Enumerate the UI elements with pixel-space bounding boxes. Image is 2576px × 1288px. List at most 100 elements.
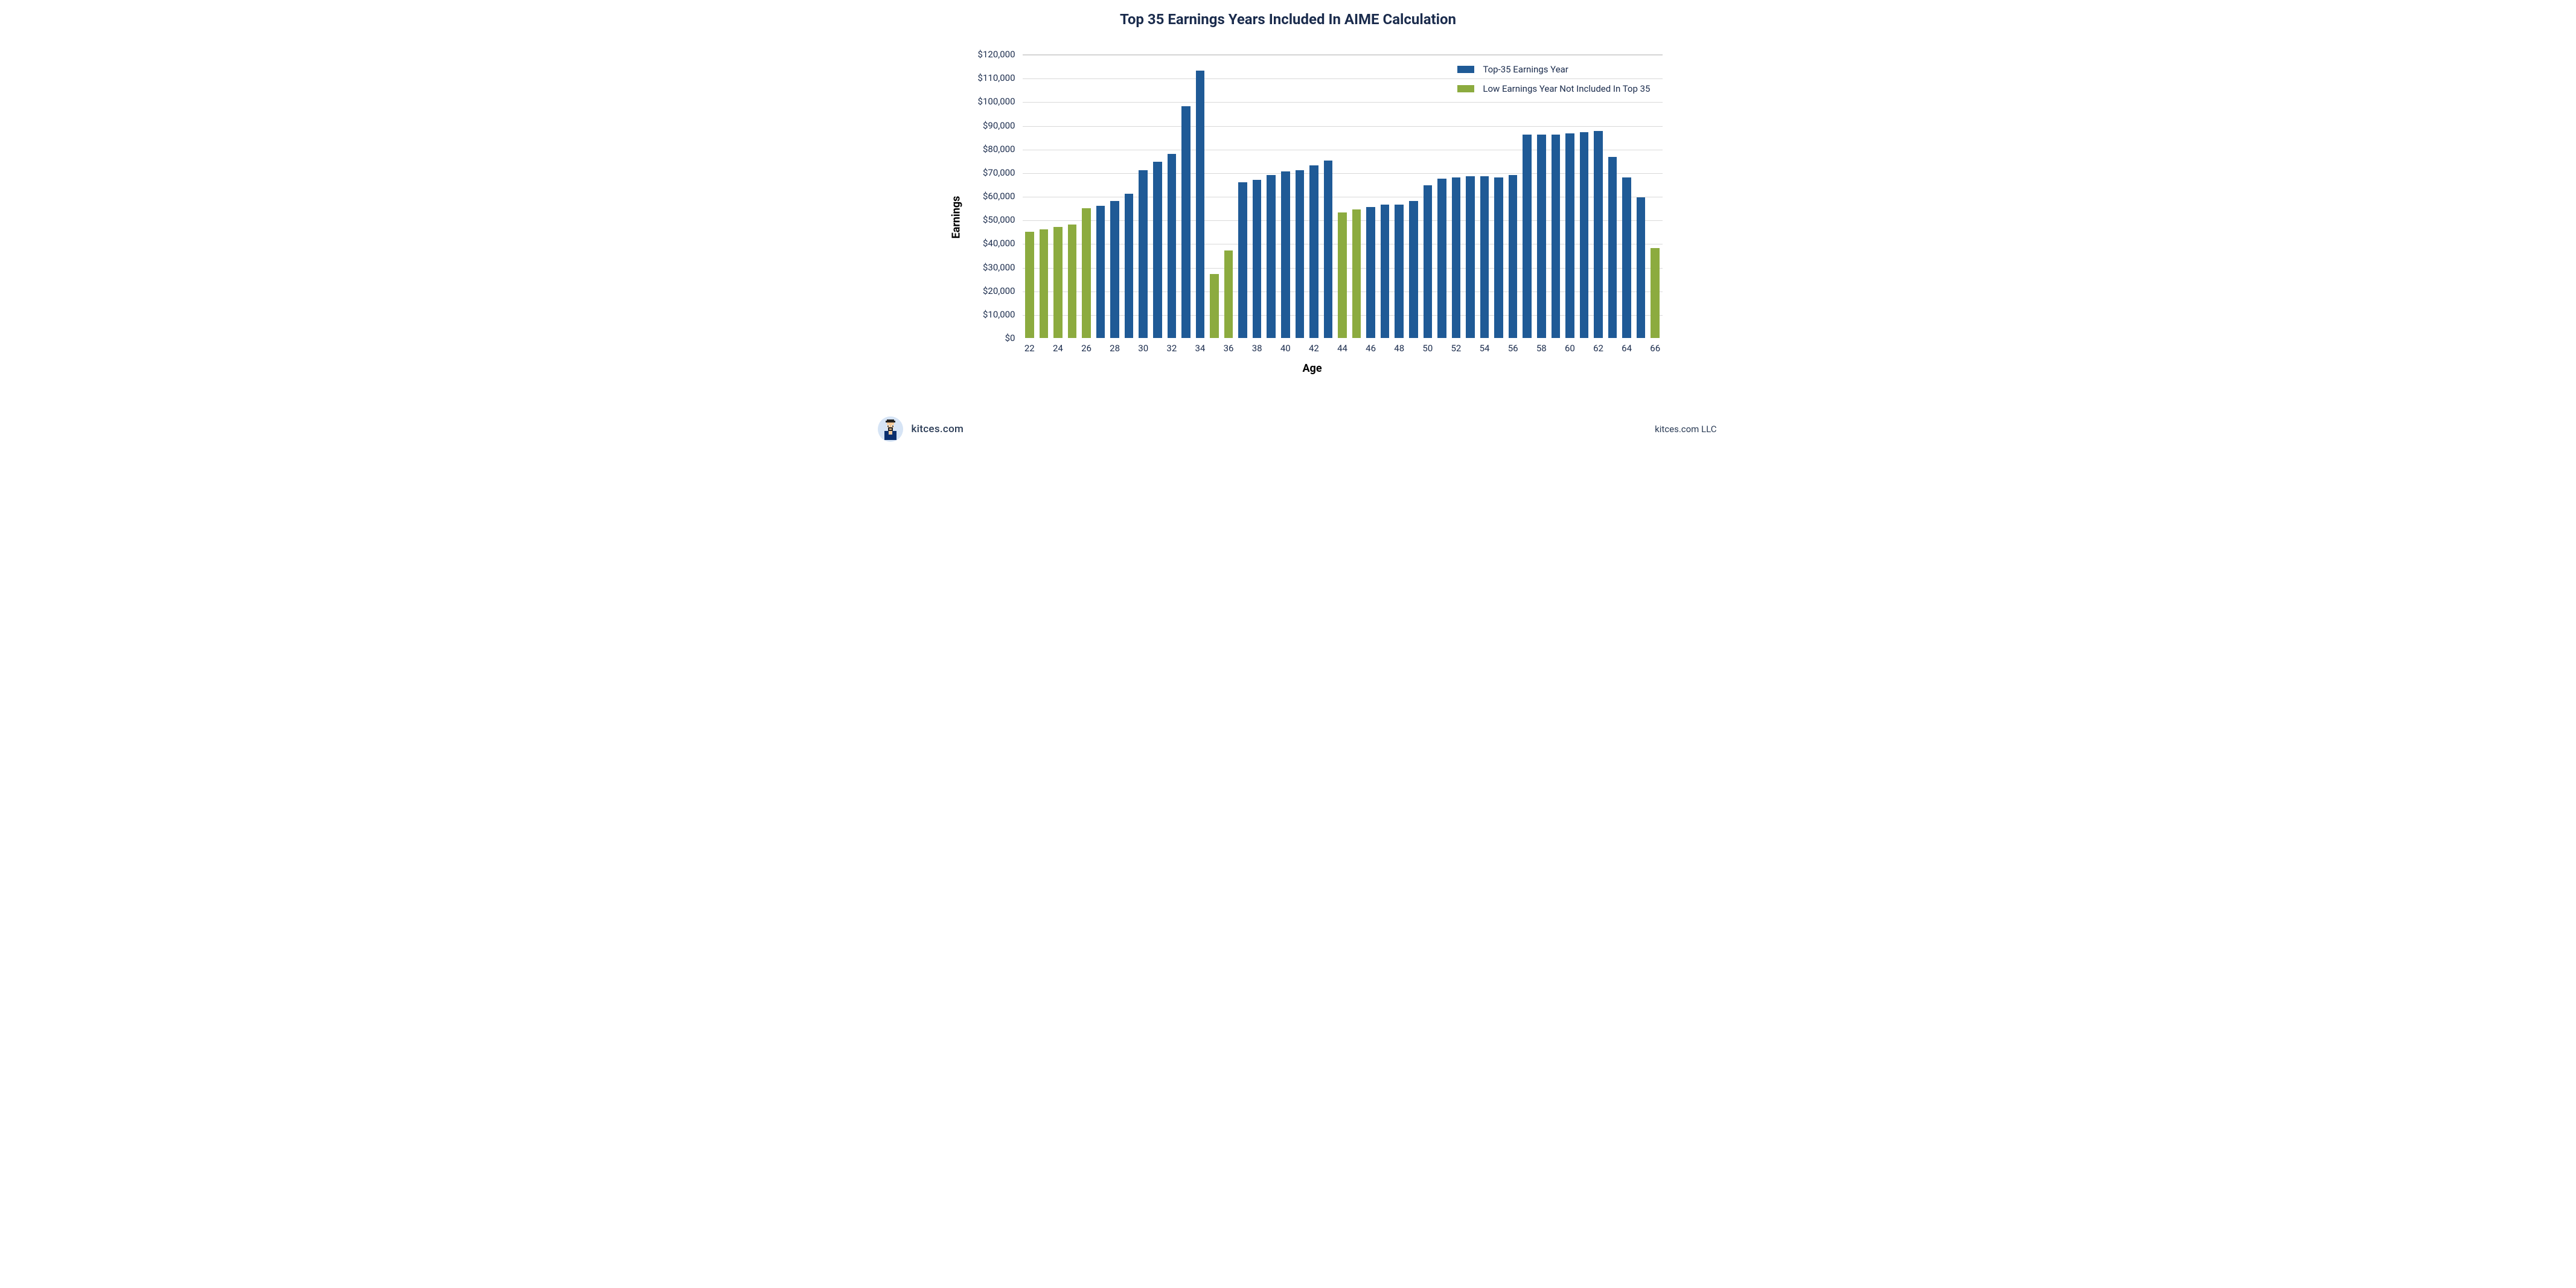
bar-age-32 [1168, 154, 1177, 339]
bar-age-58 [1537, 135, 1546, 338]
bar-age-54 [1480, 176, 1489, 338]
bar-age-59 [1552, 135, 1561, 338]
footer: kitces.com kitces.com LLC [836, 416, 1741, 442]
y-tick-label: $30,000 [983, 262, 1015, 273]
y-tick-label: $100,000 [978, 96, 1015, 107]
bar-age-50 [1424, 185, 1433, 338]
legend-swatch-icon [1457, 85, 1474, 92]
x-tick-label: 48 [1387, 343, 1411, 354]
legend-label: Top-35 Earnings Year [1483, 64, 1568, 75]
y-tick-label: $0 [1005, 333, 1015, 343]
y-tick-label: $110,000 [978, 72, 1015, 83]
bar-age-49 [1409, 201, 1418, 338]
gridline [1023, 102, 1663, 103]
bar-age-35 [1210, 274, 1219, 338]
x-tick-label: 56 [1501, 343, 1525, 354]
x-tick-label: 40 [1273, 343, 1297, 354]
x-tick-label: 32 [1160, 343, 1184, 354]
bar-age-26 [1082, 208, 1091, 338]
bar-age-64 [1622, 177, 1631, 338]
bar-age-37 [1238, 182, 1247, 339]
bar-age-55 [1494, 177, 1503, 338]
y-tick-label: $20,000 [983, 285, 1015, 296]
legend-label: Low Earnings Year Not Included In Top 35 [1483, 83, 1650, 94]
bar-age-34 [1196, 71, 1205, 338]
x-tick-label: 24 [1046, 343, 1070, 354]
x-tick-label: 28 [1103, 343, 1127, 354]
bar-age-56 [1509, 175, 1518, 338]
bar-age-40 [1281, 171, 1290, 338]
x-tick-label: 22 [1017, 343, 1041, 354]
y-tick-label: $60,000 [983, 191, 1015, 202]
bar-age-62 [1594, 131, 1603, 338]
gridline [1023, 126, 1663, 127]
y-tick-label: $50,000 [983, 214, 1015, 225]
x-tick-label: 60 [1558, 343, 1582, 354]
chart-title: Top 35 Earnings Years Included In AIME C… [836, 0, 1741, 28]
x-tick-label: 42 [1302, 343, 1326, 354]
copyright-text: kitces.com LLC [1655, 424, 1716, 435]
x-tick-label: 54 [1472, 343, 1497, 354]
bar-age-27 [1096, 206, 1105, 338]
gridline [1023, 78, 1663, 79]
bar-age-23 [1040, 229, 1049, 338]
bar-age-46 [1366, 207, 1375, 338]
x-axis-label: Age [1302, 362, 1322, 375]
bar-age-42 [1309, 165, 1318, 338]
brand-name: kitces.com [912, 423, 964, 435]
x-tick-label: 30 [1131, 343, 1155, 354]
y-axis-label: Earnings [950, 196, 962, 239]
bar-age-47 [1381, 205, 1390, 338]
bar-age-28 [1110, 201, 1119, 338]
bar-age-24 [1053, 227, 1063, 338]
bar-age-25 [1068, 225, 1077, 338]
chart-area: Earnings Top-35 Earnings Year Low Earnin… [962, 48, 1663, 386]
bar-age-63 [1608, 157, 1617, 338]
bar-age-57 [1523, 135, 1532, 338]
bar-age-52 [1452, 177, 1461, 338]
bar-age-33 [1181, 106, 1191, 338]
y-tick-label: $120,000 [978, 49, 1015, 60]
legend: Top-35 Earnings Year Low Earnings Year N… [1457, 64, 1650, 103]
x-tick-label: 62 [1587, 343, 1611, 354]
bar-age-51 [1437, 179, 1446, 338]
plot-area: Top-35 Earnings Year Low Earnings Year N… [1023, 54, 1663, 338]
brand-avatar-icon [878, 416, 903, 442]
x-tick-label: 64 [1615, 343, 1639, 354]
bar-age-45 [1352, 209, 1361, 338]
y-tick-label: $80,000 [983, 144, 1015, 155]
bar-age-53 [1466, 176, 1475, 338]
x-tick-label: 50 [1416, 343, 1440, 354]
x-tick-label: 34 [1188, 343, 1212, 354]
bar-age-30 [1139, 170, 1148, 338]
bar-age-48 [1395, 205, 1404, 338]
y-tick-label: $10,000 [983, 309, 1015, 320]
bar-age-43 [1324, 161, 1333, 338]
x-tick-label: 26 [1075, 343, 1099, 354]
x-tick-label: 36 [1216, 343, 1241, 354]
x-tick-label: 38 [1245, 343, 1269, 354]
legend-swatch-icon [1457, 66, 1474, 73]
gridline [1023, 55, 1663, 56]
x-tick-label: 44 [1331, 343, 1355, 354]
bar-age-39 [1267, 175, 1276, 338]
bar-age-61 [1580, 132, 1589, 338]
chart-page: Top 35 Earnings Years Included In AIME C… [836, 0, 1741, 453]
bar-age-41 [1296, 170, 1305, 338]
x-tick-label: 66 [1643, 343, 1667, 354]
bar-age-36 [1224, 250, 1233, 338]
bar-age-60 [1565, 133, 1574, 338]
y-tick-label: $70,000 [983, 167, 1015, 178]
bar-age-29 [1125, 194, 1134, 338]
bar-age-65 [1637, 197, 1646, 338]
bar-age-66 [1651, 248, 1660, 338]
x-tick-label: 58 [1529, 343, 1553, 354]
x-tick-label: 46 [1359, 343, 1383, 354]
y-tick-label: $90,000 [983, 120, 1015, 131]
bar-age-44 [1338, 212, 1347, 338]
legend-item-top35: Top-35 Earnings Year [1457, 64, 1650, 75]
bar-age-22 [1025, 232, 1034, 338]
bar-age-31 [1153, 162, 1162, 338]
x-tick-label: 52 [1444, 343, 1468, 354]
legend-item-low: Low Earnings Year Not Included In Top 35 [1457, 83, 1650, 94]
